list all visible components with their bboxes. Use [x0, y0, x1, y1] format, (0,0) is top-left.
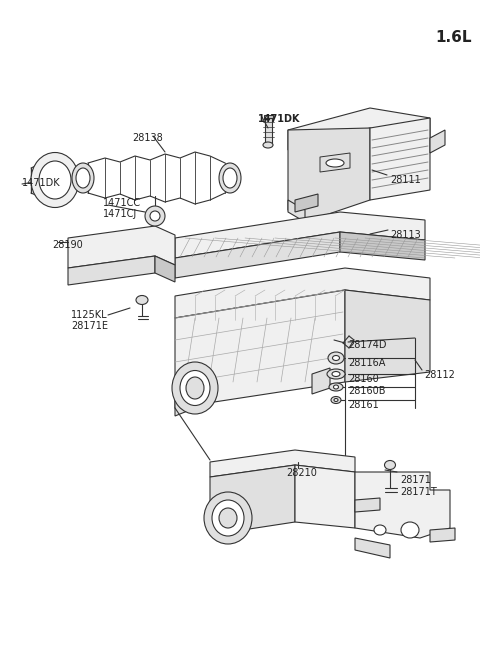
Polygon shape — [320, 153, 350, 172]
Polygon shape — [68, 226, 175, 268]
Text: 1471DK: 1471DK — [258, 114, 300, 124]
Ellipse shape — [172, 362, 218, 414]
Polygon shape — [340, 232, 425, 260]
Text: 28138: 28138 — [132, 133, 163, 143]
Text: 1.6L: 1.6L — [435, 30, 471, 45]
Polygon shape — [355, 498, 380, 512]
Text: 28171E: 28171E — [71, 321, 108, 331]
Ellipse shape — [76, 168, 90, 188]
Polygon shape — [345, 290, 430, 382]
Ellipse shape — [150, 211, 160, 221]
Polygon shape — [175, 290, 345, 408]
Polygon shape — [175, 390, 190, 416]
Ellipse shape — [219, 163, 241, 193]
Text: 1471DK: 1471DK — [22, 178, 60, 188]
Ellipse shape — [333, 355, 339, 361]
Polygon shape — [175, 232, 340, 278]
Polygon shape — [288, 200, 305, 222]
Text: 28160B: 28160B — [348, 386, 385, 396]
Text: 28113: 28113 — [390, 230, 421, 240]
Polygon shape — [430, 528, 455, 542]
Ellipse shape — [384, 461, 396, 470]
Polygon shape — [175, 268, 430, 318]
Polygon shape — [68, 256, 155, 285]
Polygon shape — [355, 538, 390, 558]
Polygon shape — [264, 115, 273, 118]
Ellipse shape — [334, 385, 338, 389]
Polygon shape — [288, 108, 430, 150]
Ellipse shape — [180, 371, 210, 405]
Ellipse shape — [334, 399, 338, 401]
Ellipse shape — [332, 371, 340, 376]
Ellipse shape — [329, 383, 343, 391]
Text: 1471CJ: 1471CJ — [103, 209, 137, 219]
Polygon shape — [355, 472, 450, 538]
Polygon shape — [288, 128, 370, 222]
Ellipse shape — [39, 161, 71, 199]
Text: 28174D: 28174D — [348, 340, 386, 350]
Text: 28190: 28190 — [52, 240, 83, 250]
Text: 1471CC: 1471CC — [103, 198, 141, 208]
Ellipse shape — [219, 508, 237, 528]
Ellipse shape — [212, 500, 244, 536]
Text: 28112: 28112 — [424, 370, 455, 380]
Ellipse shape — [136, 296, 148, 304]
Ellipse shape — [263, 142, 273, 148]
Ellipse shape — [204, 492, 252, 544]
Polygon shape — [265, 118, 272, 145]
Ellipse shape — [327, 369, 345, 379]
Text: 28171: 28171 — [400, 475, 431, 485]
Text: 28116A: 28116A — [348, 358, 385, 368]
Ellipse shape — [374, 525, 386, 535]
Polygon shape — [312, 368, 330, 394]
Ellipse shape — [145, 206, 165, 226]
Text: 28210: 28210 — [287, 468, 317, 478]
Ellipse shape — [328, 352, 344, 364]
Polygon shape — [155, 256, 175, 282]
Text: 28161: 28161 — [348, 400, 379, 410]
Polygon shape — [210, 450, 355, 477]
Text: 28111: 28111 — [390, 175, 421, 185]
Ellipse shape — [331, 397, 341, 403]
Polygon shape — [175, 212, 425, 258]
Text: 28160: 28160 — [348, 374, 379, 384]
Polygon shape — [295, 465, 355, 528]
Text: 28171T: 28171T — [400, 487, 437, 497]
Ellipse shape — [326, 159, 344, 167]
Polygon shape — [370, 118, 430, 200]
Text: 1125KL: 1125KL — [72, 310, 108, 320]
Polygon shape — [210, 465, 295, 535]
Ellipse shape — [223, 168, 237, 188]
Ellipse shape — [186, 377, 204, 399]
Ellipse shape — [401, 522, 419, 538]
Polygon shape — [430, 130, 445, 153]
Polygon shape — [295, 194, 318, 212]
Ellipse shape — [72, 163, 94, 193]
Ellipse shape — [31, 152, 79, 208]
